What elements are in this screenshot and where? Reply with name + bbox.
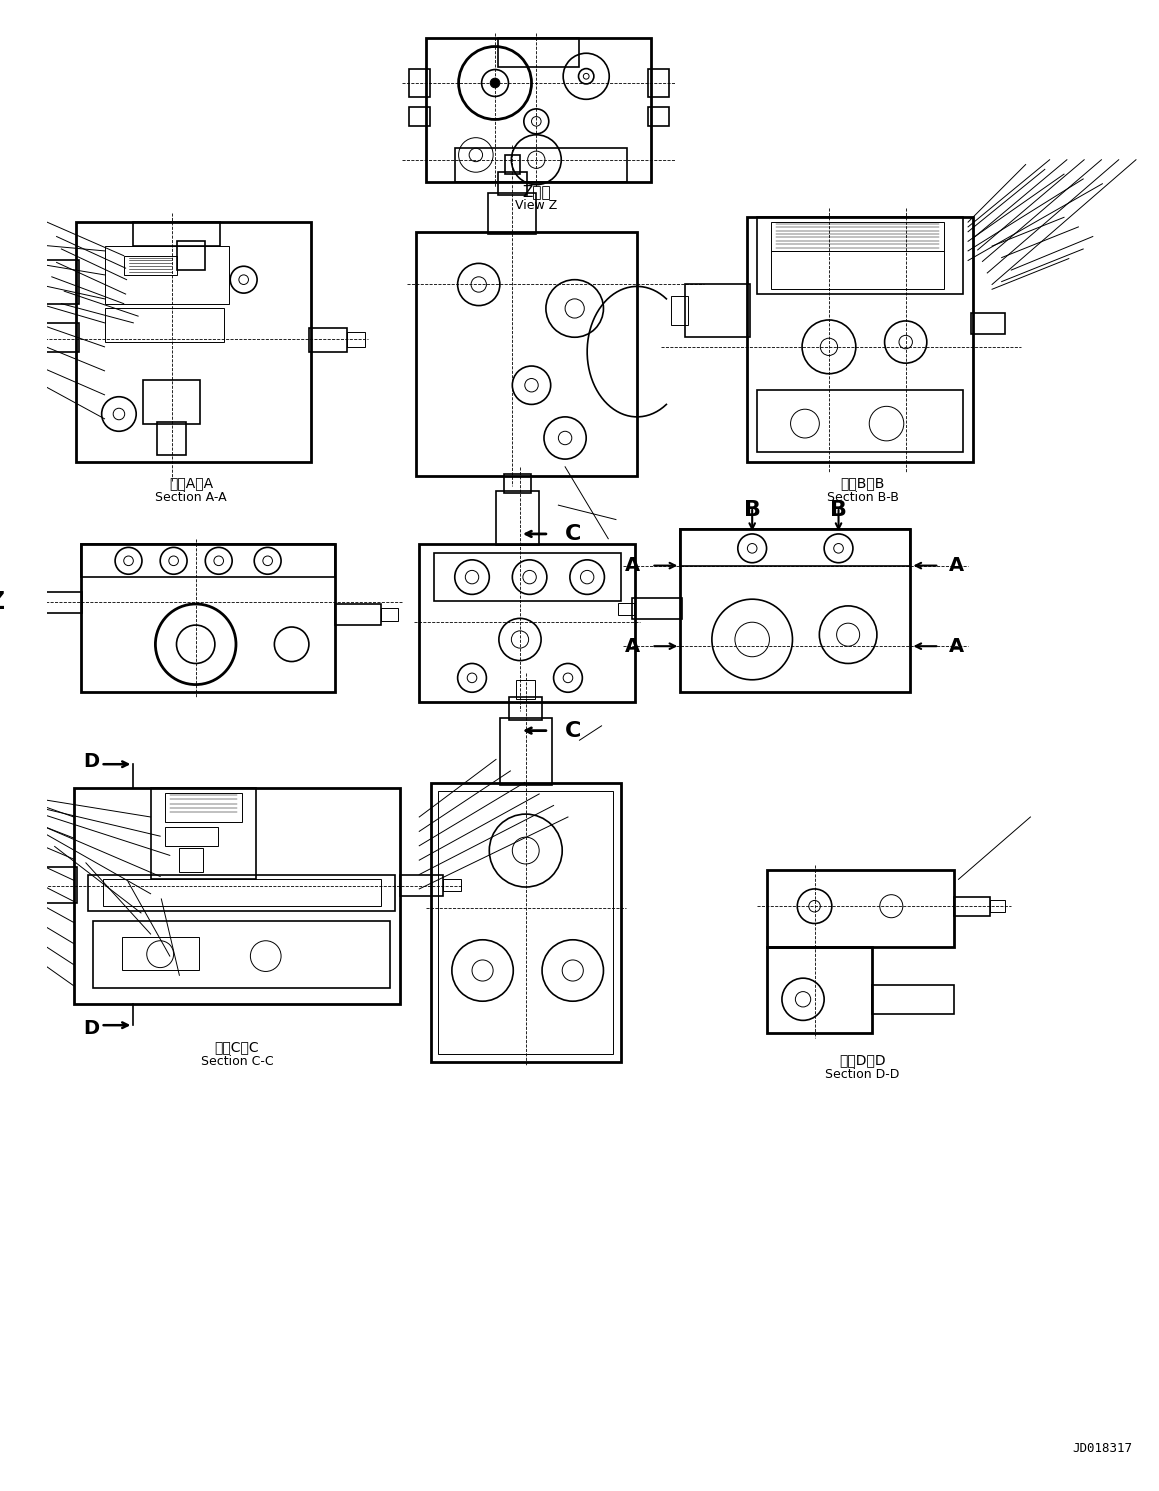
Bar — [420, 544, 635, 702]
Bar — [122, 936, 198, 971]
Bar — [498, 173, 526, 195]
Text: C: C — [564, 523, 581, 544]
Bar — [633, 598, 683, 619]
Bar — [0, 866, 76, 904]
Text: D: D — [83, 1018, 100, 1038]
Bar — [748, 218, 972, 462]
Text: 断面B－B: 断面B－B — [840, 476, 884, 491]
Bar — [443, 880, 460, 890]
Bar — [151, 789, 256, 880]
Bar — [648, 107, 669, 127]
Bar — [685, 285, 750, 337]
Text: 断面A－A: 断面A－A — [169, 476, 213, 491]
Bar — [158, 422, 187, 455]
Bar — [516, 680, 535, 699]
Bar — [409, 69, 430, 97]
Bar — [165, 793, 242, 822]
Bar — [757, 218, 963, 294]
Text: 断面C－C: 断面C－C — [214, 1041, 260, 1054]
Bar — [438, 792, 613, 1054]
Bar — [104, 309, 225, 341]
Bar — [409, 107, 430, 127]
Bar — [648, 69, 669, 97]
Text: C: C — [564, 720, 581, 741]
Bar — [75, 222, 311, 462]
Text: Section C-C: Section C-C — [201, 1056, 274, 1068]
Bar — [488, 194, 537, 234]
Bar — [680, 529, 911, 565]
Bar — [766, 869, 954, 947]
Bar — [990, 901, 1006, 912]
Bar — [103, 880, 381, 907]
Bar — [671, 297, 688, 325]
Bar — [74, 789, 400, 1003]
Bar — [88, 875, 395, 911]
Bar — [772, 222, 945, 250]
Text: Z: Z — [0, 590, 5, 614]
Bar — [427, 37, 651, 182]
Bar — [133, 222, 220, 246]
Bar — [35, 592, 82, 613]
Bar — [309, 328, 348, 352]
Text: View Z: View Z — [516, 200, 557, 212]
Bar — [496, 491, 539, 546]
Text: D: D — [83, 751, 100, 771]
Bar — [21, 596, 36, 608]
Text: Section D-D: Section D-D — [825, 1068, 899, 1081]
Bar — [143, 380, 201, 423]
Bar — [93, 920, 391, 987]
Text: JD018317: JD018317 — [1072, 1442, 1132, 1455]
Text: A: A — [949, 556, 964, 576]
Bar — [348, 332, 365, 347]
Text: 断面D－D: 断面D－D — [839, 1053, 885, 1066]
Text: A: A — [949, 637, 964, 656]
Text: A: A — [625, 637, 640, 656]
Bar — [971, 313, 1005, 334]
Text: B: B — [830, 499, 847, 520]
Bar — [772, 250, 945, 289]
Circle shape — [490, 78, 500, 88]
Text: Z　视: Z 视 — [522, 183, 551, 198]
Bar — [23, 324, 79, 352]
Bar — [431, 783, 621, 1062]
Text: Section A-A: Section A-A — [155, 491, 227, 504]
Text: Section B-B: Section B-B — [826, 491, 898, 504]
Bar — [165, 826, 218, 845]
Bar — [124, 255, 176, 274]
Bar — [81, 544, 335, 692]
Bar — [504, 155, 520, 174]
Bar — [954, 896, 990, 915]
Bar — [381, 608, 399, 622]
Bar — [510, 698, 542, 720]
Bar — [500, 719, 552, 786]
Bar — [454, 148, 627, 182]
Bar — [498, 37, 580, 67]
Bar — [766, 947, 872, 1033]
Bar — [180, 848, 203, 872]
Bar — [757, 391, 963, 452]
Bar — [504, 474, 531, 492]
Bar — [618, 602, 634, 616]
Bar — [104, 246, 229, 304]
Bar — [433, 553, 621, 601]
Bar — [400, 875, 443, 896]
Bar — [335, 604, 381, 625]
Bar — [416, 231, 637, 476]
Text: B: B — [744, 499, 760, 520]
Bar — [872, 986, 954, 1014]
Text: A: A — [625, 556, 640, 576]
Bar — [81, 544, 335, 577]
Bar — [23, 261, 79, 304]
Bar — [680, 529, 911, 692]
Bar — [176, 242, 205, 270]
